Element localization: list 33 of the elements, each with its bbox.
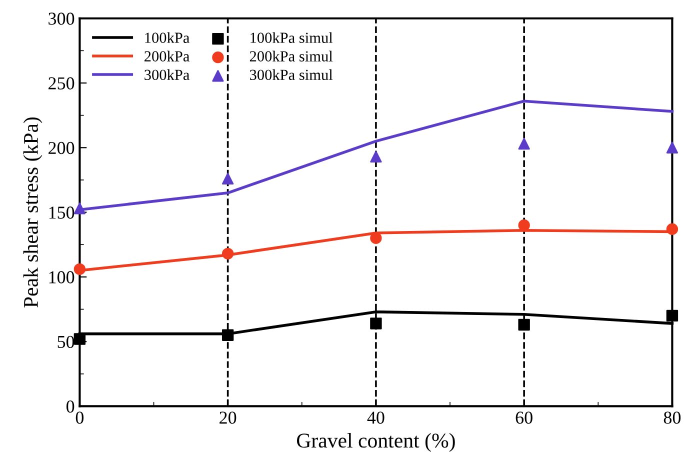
point bbox=[74, 202, 86, 214]
point bbox=[518, 138, 530, 150]
point bbox=[666, 310, 678, 322]
legend-label: 300kPa simul bbox=[250, 69, 333, 80]
y-tick-label: 150 bbox=[49, 206, 74, 219]
point bbox=[222, 329, 234, 341]
y-tick-label: 250 bbox=[48, 77, 74, 90]
point bbox=[222, 248, 234, 260]
y-tick-label: 50 bbox=[58, 336, 74, 348]
point bbox=[222, 172, 234, 185]
legend-label: 100kPa simul bbox=[250, 32, 333, 43]
legend-label: 100kPa bbox=[145, 32, 190, 43]
x-tick-label: 20 bbox=[220, 412, 236, 424]
y-axis-title: Peak shear stress (kPa) bbox=[23, 117, 42, 308]
y-tick-label: 0 bbox=[66, 400, 74, 413]
point bbox=[518, 318, 530, 331]
point bbox=[74, 263, 86, 276]
point bbox=[666, 223, 678, 235]
point bbox=[666, 142, 678, 154]
x-tick-label: 60 bbox=[516, 412, 532, 424]
y-tick-label: 100 bbox=[49, 271, 74, 284]
x-tick-label: 0 bbox=[76, 412, 84, 424]
point bbox=[370, 318, 382, 330]
legend-label: 300kPa bbox=[144, 69, 190, 80]
legend-label: 200kPa simul bbox=[250, 50, 333, 62]
y-tick-label: 200 bbox=[48, 142, 74, 154]
point bbox=[370, 150, 382, 163]
y-tick-label: 300 bbox=[48, 12, 74, 25]
x-tick-label: 40 bbox=[367, 412, 384, 424]
x-tick-label: 80 bbox=[664, 412, 681, 424]
x-axis-title: Gravel content (%) bbox=[296, 433, 455, 452]
legend-label: 200kPa bbox=[144, 50, 190, 62]
point bbox=[74, 333, 86, 345]
